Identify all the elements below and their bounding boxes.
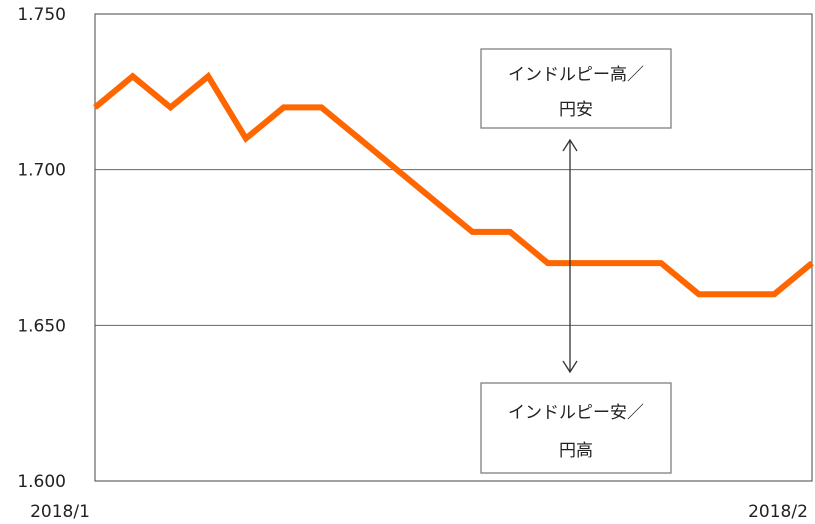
series-line bbox=[93, 71, 814, 298]
gridlines bbox=[95, 169, 812, 326]
y-tick-label: 1.750 bbox=[17, 5, 66, 25]
annotation-upper-box bbox=[480, 48, 672, 129]
y-tick-label: 1.650 bbox=[17, 316, 66, 336]
x-tick-label-end: 2018/2 bbox=[748, 502, 808, 522]
x-tick-label-start: 2018/1 bbox=[30, 502, 90, 522]
annotation-lower-box bbox=[480, 382, 672, 474]
plot-area-border bbox=[94, 13, 813, 482]
y-tick-label: 1.600 bbox=[17, 472, 66, 492]
y-tick-label: 1.700 bbox=[17, 161, 66, 181]
range-arrow bbox=[562, 138, 578, 374]
annotation-upper: インドルピー高／ 円安 bbox=[480, 48, 672, 129]
annotation-lower-line1: インドルピー安／ bbox=[508, 403, 644, 423]
x-axis-ticks: 2018/1 2018/2 bbox=[30, 502, 808, 522]
annotation-lower: インドルピー安／ 円高 bbox=[480, 382, 672, 474]
series-layer bbox=[93, 71, 814, 298]
annotation-lower-line2: 円高 bbox=[559, 441, 593, 461]
annotation-upper-line2: 円安 bbox=[559, 100, 593, 120]
y-axis-ticks: 1.750 1.700 1.650 1.600 bbox=[17, 5, 66, 492]
annotation-upper-line1: インドルピー高／ bbox=[508, 65, 644, 85]
